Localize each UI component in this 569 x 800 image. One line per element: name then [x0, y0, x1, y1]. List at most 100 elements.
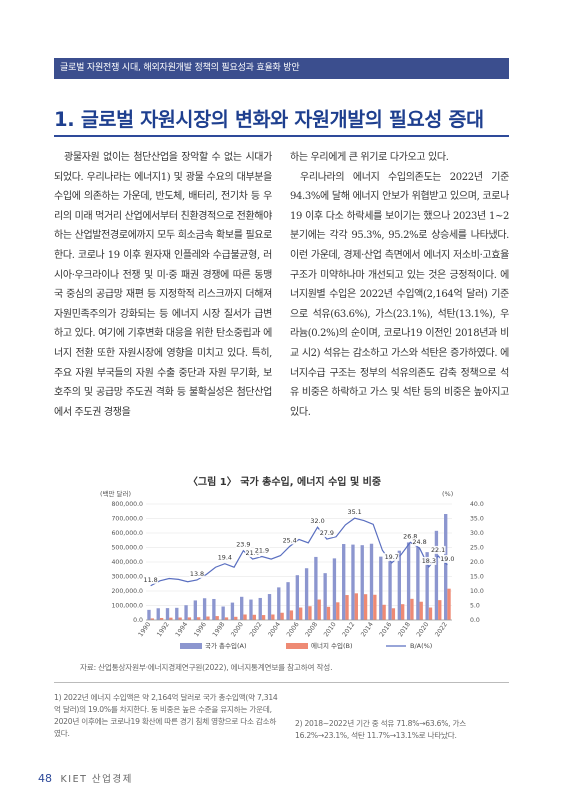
data-label: 19.4 — [218, 554, 232, 562]
bar-energy-import — [382, 604, 386, 620]
data-label: 32.0 — [310, 517, 324, 525]
legend-label-ratio: B/A(%) — [410, 642, 432, 650]
bar-energy-import — [373, 594, 377, 620]
left-tick-label: 800,000.0 — [112, 501, 144, 508]
left-tick-label: 600,000.0 — [112, 530, 144, 537]
bar-energy-import — [419, 601, 423, 620]
bar-energy-import — [178, 617, 182, 620]
x-tick-label: 1994 — [174, 621, 189, 638]
data-label-bg — [412, 538, 428, 547]
data-label-bg — [143, 575, 159, 584]
bar-energy-import — [336, 602, 340, 620]
bar-total-import — [444, 514, 448, 620]
bar-energy-import — [410, 598, 414, 620]
bar-total-import — [379, 556, 383, 620]
data-label: 21.9 — [255, 546, 269, 554]
x-tick-label: 2002 — [249, 621, 264, 638]
title-divider — [54, 135, 509, 137]
bar-total-import — [184, 605, 188, 620]
x-tick-label: 1992 — [156, 621, 171, 638]
data-label: 26.8 — [403, 532, 417, 540]
data-label-bg — [254, 546, 270, 555]
x-tick-label: 2010 — [323, 621, 338, 638]
figure-source: 자료: 산업통상자원부·에너지경제연구원(2022), 에너지통계연보를 참고하… — [80, 663, 333, 672]
bar-total-import — [342, 544, 346, 620]
bar-total-import — [165, 608, 170, 620]
bar-energy-import — [345, 595, 349, 620]
left-tick-label: 700,000.0 — [112, 516, 144, 523]
bar-energy-import — [438, 600, 442, 620]
data-label-bg — [347, 508, 363, 517]
bar-energy-import — [234, 616, 238, 620]
bar-total-import — [295, 575, 299, 620]
body-paragraph: 우리나라의 에너지 수입의존도는 2022년 기준 94.3%에 달해 에너지 … — [290, 171, 509, 418]
bar-total-import — [193, 600, 197, 620]
bar-total-import — [221, 606, 225, 620]
bar-energy-import — [280, 612, 284, 620]
right-tick-label: 15.0 — [470, 574, 484, 581]
bar-energy-import — [354, 593, 358, 620]
body-column-left: 광물자원 없이는 첨단산업을 장악할 수 없는 시대가 되었다. 우리나라는 에… — [54, 148, 272, 422]
data-label: 24.8 — [412, 538, 426, 546]
bar-total-import — [240, 596, 244, 620]
bar-total-import — [360, 545, 364, 620]
right-tick-label: 25.0 — [470, 545, 484, 552]
running-header: 글로벌 자원전쟁 시대, 해외자원개발 정책의 필요성과 효율화 방안 — [54, 58, 509, 79]
data-label: 25.4 — [283, 536, 297, 544]
x-tick-label: 2012 — [341, 621, 356, 638]
bar-total-import — [202, 598, 207, 620]
right-tick-label: 30.0 — [470, 530, 484, 537]
data-label-bg — [384, 552, 400, 561]
footnote-divider — [54, 682, 509, 683]
bar-total-import — [267, 594, 272, 620]
data-label-bg — [421, 556, 437, 565]
data-label-bg — [189, 569, 205, 578]
right-tick-label: 40.0 — [470, 501, 484, 508]
left-tick-label: 400,000.0 — [112, 559, 144, 566]
bar-energy-import — [428, 607, 433, 620]
bar-total-import — [212, 598, 216, 620]
legend-label-total-import: 국가 총수입(A) — [205, 641, 247, 650]
data-label-bg — [319, 529, 335, 538]
bar-energy-import — [289, 610, 294, 620]
bar-energy-import — [317, 599, 321, 620]
bar-total-import — [425, 552, 429, 620]
right-tick-label: 10.0 — [470, 588, 484, 595]
bar-total-import — [332, 558, 337, 620]
page-footer: 48 KIET 산업경제 — [38, 771, 133, 785]
bar-energy-import — [169, 617, 173, 620]
x-tick-label: 2020 — [416, 621, 431, 638]
import-chart: (백만 달러) (%) 800,000.0 700,000.0 600,000.0 500… — [100, 489, 484, 650]
data-label: 11.8 — [144, 576, 158, 584]
bar-energy-import — [224, 617, 229, 620]
data-label-bg — [217, 553, 233, 562]
bar-total-import — [258, 597, 262, 620]
bar-total-import — [230, 602, 235, 620]
bar-total-import — [406, 542, 411, 620]
bar-energy-import — [299, 607, 303, 620]
bar-total-import — [147, 609, 151, 620]
legend-label-energy-import: 에너지 수입(B) — [311, 641, 353, 650]
right-tick-label: 5.0 — [470, 603, 480, 610]
bar-energy-import — [308, 606, 312, 620]
footnote-2: 2) 2018~2022년 기간 중 석유 71.8%→63.6%, 가스 16… — [295, 719, 466, 740]
data-label: 23.9 — [236, 541, 250, 549]
bar-energy-import — [261, 615, 266, 620]
bar-total-import — [175, 607, 179, 620]
data-label-bg — [430, 545, 446, 554]
data-label-bg — [235, 540, 251, 549]
footnote-1: 1) 2022년 에너지 수입액은 약 2,164억 달러로 국가 총수입액(약… — [54, 693, 278, 738]
bar-energy-import — [271, 614, 275, 620]
bar-total-import — [156, 608, 160, 620]
bar-energy-import — [243, 614, 247, 620]
x-tick-label: 1996 — [193, 621, 208, 638]
x-tick-label: 2016 — [378, 621, 393, 638]
right-tick-label: 35.0 — [470, 516, 484, 523]
left-tick-label: 100,000.0 — [112, 603, 144, 610]
right-tick-label: 20.0 — [470, 559, 484, 566]
bar-total-import — [397, 550, 401, 620]
data-label-bg — [310, 517, 326, 526]
legend-swatch-energy-import — [286, 643, 308, 649]
journal-name: KIET 산업경제 — [60, 774, 133, 785]
bar-total-import — [249, 599, 253, 620]
